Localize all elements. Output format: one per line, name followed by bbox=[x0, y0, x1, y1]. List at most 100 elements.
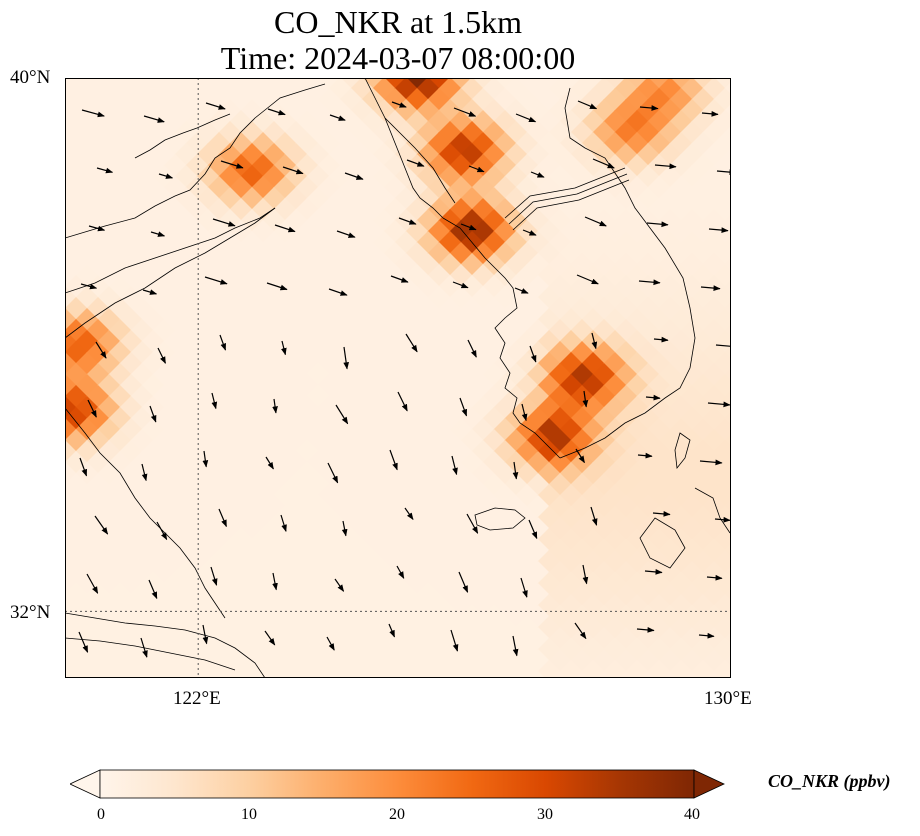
wind-arrow bbox=[468, 165, 485, 173]
wind-arrow bbox=[149, 405, 157, 423]
field-cell bbox=[713, 330, 731, 354]
wind-arrow bbox=[142, 289, 158, 295]
field-cell bbox=[86, 78, 110, 101]
field-cell bbox=[669, 78, 693, 90]
field-cell bbox=[65, 638, 77, 662]
field-cell bbox=[713, 440, 731, 464]
wind-arrow bbox=[79, 457, 88, 477]
field-cell bbox=[603, 78, 627, 90]
field-cell bbox=[65, 352, 77, 376]
field-cell bbox=[636, 78, 660, 101]
field-cell bbox=[377, 671, 391, 678]
field-cell bbox=[504, 78, 528, 101]
wind-arrow bbox=[212, 218, 236, 227]
field-cell bbox=[553, 671, 567, 678]
wind-arrow bbox=[512, 461, 519, 480]
wind-arrow bbox=[584, 216, 607, 227]
field-cell bbox=[713, 660, 731, 678]
field-cell bbox=[284, 78, 308, 101]
wind-arrow bbox=[219, 334, 227, 351]
field-cell bbox=[493, 660, 517, 678]
field-cell bbox=[531, 671, 545, 678]
wind-arrow bbox=[210, 566, 218, 586]
wind-arrow bbox=[576, 274, 599, 285]
field-cell bbox=[65, 132, 77, 156]
wind-arrow bbox=[637, 452, 653, 459]
wind-arrow bbox=[202, 450, 209, 468]
wind-arrow bbox=[96, 167, 114, 174]
wind-arrow bbox=[574, 622, 587, 640]
field-cell bbox=[619, 671, 633, 678]
field-cell bbox=[65, 440, 77, 464]
field-cell bbox=[691, 78, 715, 90]
field-cell bbox=[559, 78, 583, 90]
wind-arrow bbox=[521, 403, 528, 422]
wind-arrow bbox=[202, 624, 209, 645]
wind-arrow bbox=[644, 569, 663, 575]
field-cell bbox=[65, 396, 77, 420]
field-cell bbox=[317, 78, 341, 90]
wind-arrow bbox=[575, 448, 585, 464]
lat-tick-32n: 32°N bbox=[10, 602, 51, 623]
field-cell bbox=[713, 286, 731, 310]
field-cell bbox=[713, 198, 731, 222]
field-cell bbox=[713, 594, 731, 618]
wind-arrow bbox=[280, 514, 287, 532]
wind-arrow bbox=[404, 507, 414, 521]
wind-arrow bbox=[701, 110, 719, 117]
field-cell bbox=[65, 418, 77, 442]
wind-arrow bbox=[343, 346, 350, 370]
field-cell bbox=[713, 418, 731, 442]
field-cell bbox=[163, 78, 187, 90]
field-cell bbox=[75, 660, 99, 678]
wind-arrow bbox=[86, 573, 99, 594]
field-cell bbox=[306, 78, 330, 101]
field-cell bbox=[537, 660, 561, 678]
field-cell bbox=[65, 88, 77, 112]
wind-arrow bbox=[218, 508, 227, 528]
wind-arrow bbox=[700, 285, 721, 291]
field-cell bbox=[372, 78, 396, 101]
field-cell bbox=[262, 78, 286, 101]
field-cell bbox=[663, 671, 677, 678]
map-time-subtitle: Time: 2024-03-07 08:00:00 bbox=[220, 40, 576, 76]
wind-arrow bbox=[577, 100, 598, 110]
field-cell bbox=[251, 660, 275, 678]
field-cell bbox=[97, 78, 121, 90]
field-cell bbox=[713, 374, 731, 398]
field-cell bbox=[174, 78, 198, 101]
field-cell bbox=[65, 462, 77, 486]
wind-arrow bbox=[514, 287, 529, 294]
wind-arrow bbox=[326, 636, 335, 651]
wind-arrow bbox=[274, 224, 296, 233]
field-cell bbox=[245, 671, 259, 678]
field-cell bbox=[669, 660, 693, 678]
wind-arrow bbox=[451, 455, 458, 476]
field-cell bbox=[65, 528, 77, 552]
field-cell bbox=[449, 660, 473, 678]
field-cell bbox=[196, 78, 220, 101]
wind-arrow bbox=[88, 225, 106, 232]
field-cell bbox=[713, 352, 731, 376]
field-cell bbox=[163, 660, 187, 678]
wind-arrow bbox=[158, 173, 174, 179]
wind-arrow bbox=[406, 159, 425, 167]
wind-arrow bbox=[78, 631, 89, 653]
wind-arrow bbox=[452, 281, 469, 289]
wind-arrow bbox=[520, 577, 528, 598]
field-cell bbox=[405, 78, 429, 90]
field-cell bbox=[581, 660, 605, 678]
field-cell bbox=[625, 78, 649, 90]
field-cell bbox=[119, 660, 143, 678]
field-cell bbox=[460, 78, 484, 101]
colorbar-tick-30: 30 bbox=[537, 806, 553, 823]
field-cell bbox=[229, 660, 253, 678]
field-cell bbox=[713, 176, 731, 200]
wind-arrow bbox=[522, 229, 537, 236]
field-cell bbox=[65, 242, 77, 266]
field-cell bbox=[427, 78, 451, 90]
field-cell bbox=[339, 660, 363, 678]
field-cell bbox=[141, 660, 165, 678]
field-cell bbox=[355, 671, 369, 678]
field-cell bbox=[185, 78, 209, 90]
